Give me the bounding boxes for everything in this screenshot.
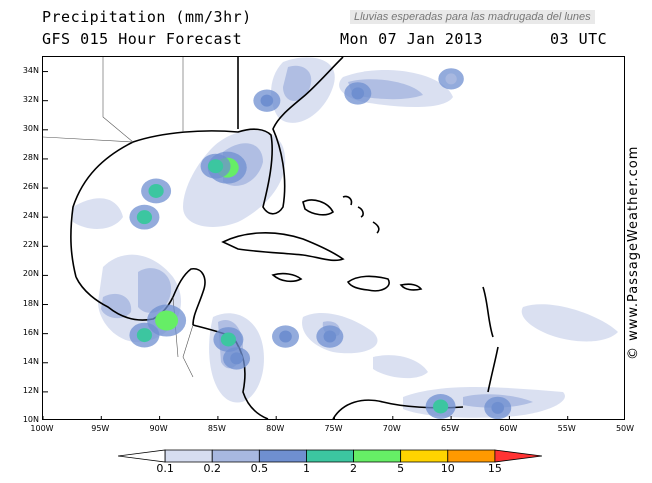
lon-label: 70W [382,424,401,433]
lon-label: 90W [149,424,168,433]
precip-core [433,399,449,414]
lat-label: 26N [22,182,39,192]
color-scale-bar [118,449,542,463]
lat-label: 14N [22,356,39,366]
precip-core [323,330,337,343]
color-scale-segment [353,449,402,463]
map-canvas [43,57,618,419]
precip-marks [129,68,512,419]
precip-background [73,57,618,418]
color-scale-segment [494,449,542,463]
color-scale-label: 0.2 [203,462,221,475]
color-scale-segment [211,449,260,463]
color-scale-segment [258,449,307,463]
lon-label: 85W [207,424,226,433]
lat-label: 16N [22,327,39,337]
forecast-date: Mon 07 Jan 2013 [340,30,483,48]
lon-label: 60W [499,424,518,433]
lon-label: 100W [30,424,54,433]
precip-core [445,73,457,85]
lat-label: 18N [22,298,39,308]
color-scale-segment [306,449,354,463]
lon-label: 55W [557,424,576,433]
credit-watermark: © www.PassageWeather.com [626,145,641,360]
lon-label: 80W [266,424,285,433]
precip-core [207,159,224,174]
precip-core [136,210,153,225]
color-scale-segment [118,449,166,463]
precip-core [351,87,365,100]
color-scale-label: 15 [487,462,502,475]
color-scale-label: 2 [350,462,358,475]
subtitle-banner: Lluvias esperadas para las madrugada del… [350,10,595,24]
color-scale-segment [164,449,213,463]
color-scale-label: 10 [440,462,455,475]
color-scale-label: 0.5 [250,462,269,475]
lat-label: 30N [22,123,39,133]
color-scale-segment [447,449,496,463]
lon-label: 75W [324,424,343,433]
precip-core [230,352,243,365]
precip-core [155,310,179,331]
map-title: Precipitation (mm/3hr) [42,8,252,26]
forecast-label: GFS 015 Hour Forecast [42,30,243,48]
precip-core [148,183,164,198]
color-scale-label: 5 [397,462,405,475]
precip-core [220,332,236,347]
lat-label: 22N [22,240,39,250]
lat-label: 34N [22,65,39,75]
lat-label: 12N [22,385,39,395]
lon-label: 65W [441,424,460,433]
precip-core [260,94,274,107]
precip-core [491,401,505,414]
color-scale-label: 0.1 [156,462,174,475]
precip-core [136,328,153,343]
precipitation-map [42,56,625,420]
lon-label: 50W [615,424,635,433]
lat-label: 28N [22,152,39,162]
lat-label: 10N [22,415,39,424]
color-scale-label: 1 [302,462,310,475]
lat-label: 20N [22,269,39,279]
lat-label: 24N [22,211,39,221]
color-scale-segment [400,449,449,463]
forecast-time: 03 UTC [550,30,608,48]
lat-label: 32N [22,94,39,104]
lon-label: 95W [91,424,110,433]
precip-core [279,330,292,343]
